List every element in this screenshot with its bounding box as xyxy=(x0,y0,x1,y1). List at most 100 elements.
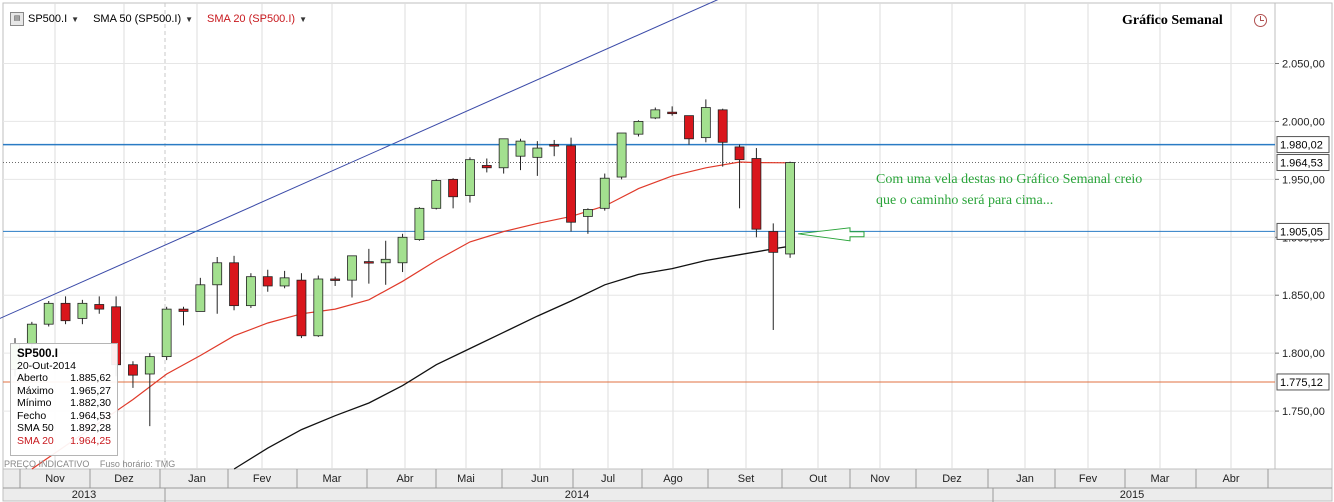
price-level-box xyxy=(1276,154,1330,172)
ohlc-info-box: SP500.I 20-Out-2014 Aberto 1.885,62 Máxim… xyxy=(10,343,118,456)
chevron-down-icon: ▼ xyxy=(299,14,307,24)
candle xyxy=(633,120,644,137)
candle-body xyxy=(751,158,762,230)
infobox-value: 1.885,62 xyxy=(70,372,111,384)
candle xyxy=(330,276,341,286)
price-level-box xyxy=(1276,222,1330,240)
candle-body xyxy=(43,302,54,325)
candle-body xyxy=(380,258,391,264)
candle xyxy=(583,208,593,234)
candle xyxy=(380,240,391,285)
candle-body xyxy=(212,262,223,286)
trendline xyxy=(0,0,719,319)
month-tick-label: Jan xyxy=(1016,473,1034,485)
candle xyxy=(178,306,189,326)
candle-body xyxy=(616,132,627,178)
candle-body xyxy=(785,162,795,255)
infobox-value: 1.892,28 xyxy=(70,422,111,435)
price-level-box xyxy=(1276,136,1330,154)
candle xyxy=(650,107,661,120)
candle xyxy=(313,275,324,337)
chart-annotation: Com uma vela destas no Gráfico Semanal c… xyxy=(876,169,1176,211)
candle xyxy=(43,301,54,327)
candle-body xyxy=(313,278,324,337)
infobox-label: Máximo xyxy=(17,384,54,397)
candle xyxy=(296,273,307,339)
candle xyxy=(465,157,475,203)
candle-body xyxy=(178,308,189,312)
footer-note: PREÇO INDICATIVO Fuso horário: TMG xyxy=(4,459,183,469)
candle xyxy=(94,296,105,314)
candle-body xyxy=(161,308,172,358)
month-tick-label: Abr xyxy=(396,473,413,485)
symbol-label: SP500.I xyxy=(28,13,68,25)
month-tick-label: Out xyxy=(809,473,827,485)
chart-toolbar: ▤ SP500.I ▼ SMA 50 (SP500.I) ▼ SMA 20 (S… xyxy=(10,9,307,29)
price-note: PREÇO INDICATIVO xyxy=(4,459,90,469)
year-tick-label: 2014 xyxy=(565,489,589,501)
candle xyxy=(684,115,694,145)
timezone-note: Fuso horário: TMG xyxy=(99,459,176,469)
price-level-label: 1.905,05 xyxy=(1280,226,1323,238)
chevron-down-icon: ▼ xyxy=(71,14,80,24)
candle-body xyxy=(330,278,341,281)
month-tick-label: Dez xyxy=(942,473,962,485)
sma20-selector[interactable]: SMA 20 (SP500.I) ▼ xyxy=(207,13,307,25)
candle-body xyxy=(26,323,37,345)
candle xyxy=(667,106,678,116)
candle-body xyxy=(195,284,206,312)
price-tick-label: 2.050,00 xyxy=(1282,59,1325,71)
clock-icon[interactable] xyxy=(1254,14,1267,27)
infobox-label: Mínimo xyxy=(17,397,52,410)
chart-title: Gráfico Semanal xyxy=(1122,13,1223,28)
candle xyxy=(498,138,509,174)
candle xyxy=(128,361,138,388)
sma20-label: SMA 20 (SP500.I) xyxy=(207,13,296,25)
candle-body xyxy=(279,277,290,287)
candle xyxy=(144,353,155,427)
candle-body xyxy=(296,279,307,337)
candle xyxy=(60,296,71,325)
candle xyxy=(481,158,492,173)
candle xyxy=(397,233,408,273)
sma50-selector[interactable]: SMA 50 (SP500.I) ▼ xyxy=(93,13,193,25)
candle xyxy=(768,223,779,330)
infobox-row: SMA 20 1.964,25 xyxy=(17,435,111,448)
candle xyxy=(245,273,256,308)
candle-body xyxy=(144,356,155,375)
candle-body xyxy=(768,231,779,253)
price-tick-label: 1.800,00 xyxy=(1282,348,1325,360)
price-level-label: 1.964,53 xyxy=(1280,158,1323,170)
candle-body xyxy=(566,145,576,223)
candle-body xyxy=(717,109,728,143)
candle-body xyxy=(448,178,459,198)
month-tick-label: Abr xyxy=(1222,473,1239,485)
candle xyxy=(161,306,172,361)
candle xyxy=(347,255,357,298)
price-level-label: 1.980,02 xyxy=(1280,140,1323,152)
price-level-label: 1.775,12 xyxy=(1280,377,1323,389)
candle-body xyxy=(229,262,239,307)
annotation-line-2: que o caminho será para cima... xyxy=(876,193,1054,208)
candle-body xyxy=(700,107,711,139)
month-tick-label: Jan xyxy=(188,473,206,485)
candle-body xyxy=(128,364,138,376)
price-level-box xyxy=(1276,373,1330,391)
month-tick-label: Jul xyxy=(601,473,615,485)
candle xyxy=(212,256,223,314)
infobox-label: Fecho xyxy=(17,409,47,422)
chart-type-icon: ▤ xyxy=(10,12,24,26)
candle-body xyxy=(397,236,408,264)
symbol-selector[interactable]: ▤ SP500.I ▼ xyxy=(10,12,79,26)
chevron-down-icon: ▼ xyxy=(185,14,194,24)
month-tick-label: Fev xyxy=(1079,473,1098,485)
candle xyxy=(700,99,711,143)
candle-body xyxy=(262,276,273,287)
infobox-row: SMA 50 1.892,28 xyxy=(17,422,111,435)
candle xyxy=(431,179,442,210)
candle-body xyxy=(347,255,357,281)
plot-area xyxy=(2,2,1276,470)
month-tick-label: Nov xyxy=(870,473,890,485)
sma20-line xyxy=(31,161,791,470)
